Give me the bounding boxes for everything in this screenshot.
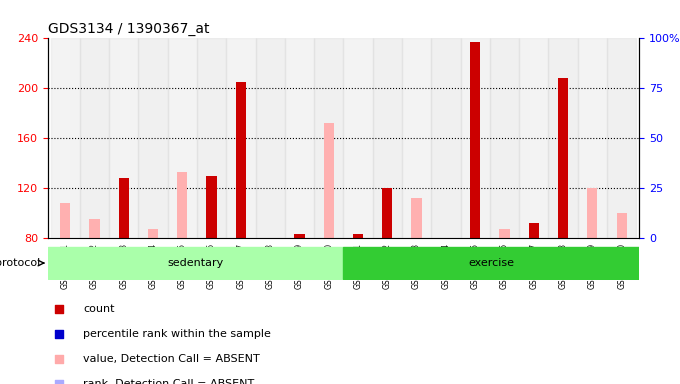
Bar — [80, 38, 109, 238]
Bar — [490, 38, 519, 238]
Bar — [177, 172, 188, 238]
Bar — [558, 78, 568, 238]
Text: percentile rank within the sample: percentile rank within the sample — [83, 329, 271, 339]
Bar — [528, 223, 539, 238]
Bar — [207, 176, 217, 238]
Bar — [382, 188, 392, 238]
Bar — [50, 38, 80, 238]
Bar — [578, 38, 607, 238]
Text: rank, Detection Call = ABSENT: rank, Detection Call = ABSENT — [83, 379, 254, 384]
Bar — [607, 38, 636, 238]
FancyBboxPatch shape — [48, 248, 343, 279]
Bar — [343, 38, 373, 238]
Point — [445, 331, 456, 337]
Bar — [353, 234, 363, 238]
Bar — [402, 38, 431, 238]
Bar — [226, 38, 256, 238]
Bar — [411, 198, 422, 238]
Text: protocol: protocol — [0, 258, 41, 268]
Text: value, Detection Call = ABSENT: value, Detection Call = ABSENT — [83, 354, 260, 364]
FancyBboxPatch shape — [343, 248, 639, 279]
Bar — [109, 38, 139, 238]
Bar — [314, 38, 343, 238]
Text: exercise: exercise — [469, 258, 514, 268]
Bar — [294, 234, 305, 238]
Bar — [588, 188, 598, 238]
Bar — [431, 38, 460, 238]
Bar — [256, 38, 285, 238]
Bar — [285, 38, 314, 238]
Bar — [168, 38, 197, 238]
Bar — [89, 219, 99, 238]
Bar — [470, 42, 480, 238]
Bar — [197, 38, 226, 238]
Bar — [617, 213, 627, 238]
Bar — [236, 82, 246, 238]
Text: GDS3134 / 1390367_at: GDS3134 / 1390367_at — [48, 22, 209, 36]
Bar — [118, 178, 129, 238]
Bar — [60, 203, 70, 238]
Bar — [148, 229, 158, 238]
Bar — [548, 38, 578, 238]
Bar — [373, 38, 402, 238]
Bar — [499, 229, 509, 238]
Bar — [324, 123, 334, 238]
Point — [445, 104, 456, 110]
Text: sedentary: sedentary — [167, 258, 224, 268]
Text: count: count — [83, 304, 115, 314]
Bar — [460, 38, 490, 238]
Bar — [139, 38, 168, 238]
Bar — [519, 38, 548, 238]
